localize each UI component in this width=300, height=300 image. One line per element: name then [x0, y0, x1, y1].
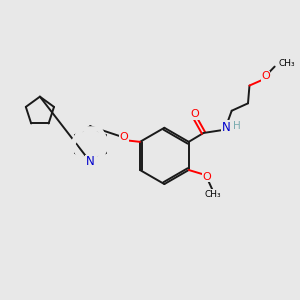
Text: O: O	[119, 132, 128, 142]
Text: N: N	[86, 155, 95, 168]
Text: N: N	[221, 121, 230, 134]
Text: O: O	[191, 109, 200, 119]
Text: CH₃: CH₃	[204, 190, 221, 199]
Text: CH₃: CH₃	[278, 59, 295, 68]
Text: O: O	[261, 71, 270, 81]
Text: O: O	[202, 172, 211, 182]
Text: H: H	[233, 122, 241, 131]
